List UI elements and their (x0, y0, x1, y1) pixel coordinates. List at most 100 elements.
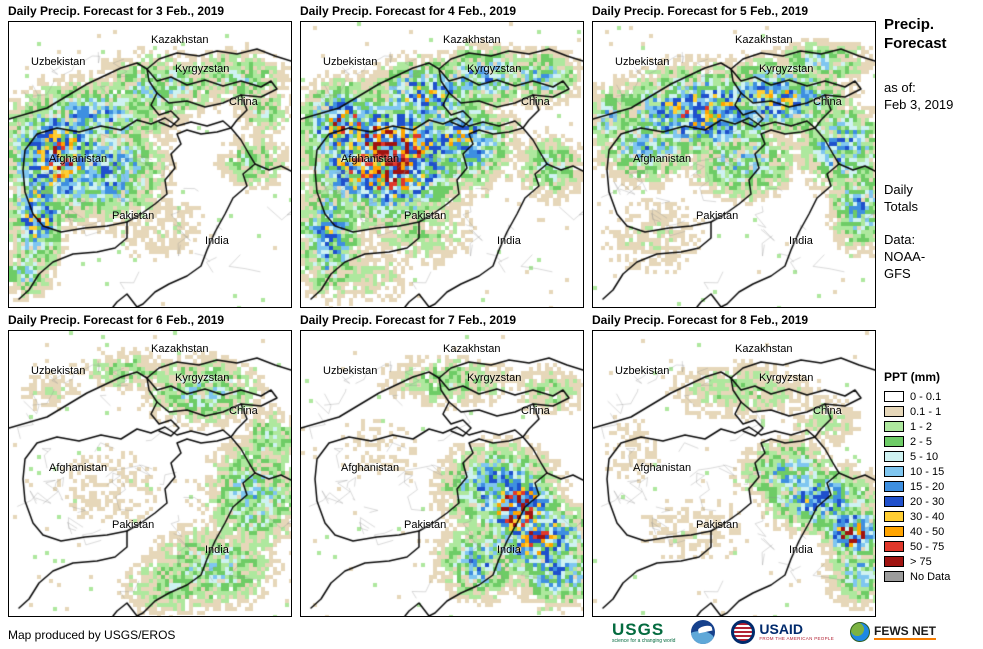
legend-swatch (884, 391, 904, 402)
forecast-panel-feb3: Daily Precip. Forecast for 3 Feb., 2019 … (8, 4, 292, 308)
precip-map-feb3: Kazakhstan Uzbekistan Kyrgyzstan China Afgha… (8, 21, 292, 308)
panel-title: Daily Precip. Forecast for 5 Feb., 2019 (592, 4, 809, 18)
country-label-uzbekistan: Uzbekistan (323, 56, 378, 68)
precip-raster (9, 22, 291, 307)
forecast-panel-feb5: Daily Precip. Forecast for 5 Feb., 2019 … (592, 4, 876, 308)
country-label-afghanistan: Afghanistan (49, 153, 108, 165)
precip-map-feb8: Kazakhstan Uzbekistan Kyrgyzstan China Afgha… (592, 330, 876, 617)
country-label-pakistan: Pakistan (696, 210, 739, 222)
country-label-uzbekistan: Uzbekistan (31, 365, 86, 377)
country-label-kyrgyzstan: Kyrgyzstan (175, 372, 230, 384)
country-label-pakistan: Pakistan (404, 210, 447, 222)
country-label-china: China (229, 96, 258, 108)
legend-title: PPT (mm) (884, 370, 941, 384)
country-label-india: India (205, 544, 229, 556)
fews-net-logo: FEWS NET (850, 622, 937, 642)
usgs-tagline: science for a changing world (612, 637, 676, 644)
country-label-china: China (521, 405, 550, 417)
precip-raster (9, 331, 291, 616)
legend-row: 40 - 50 (884, 525, 980, 538)
legend-swatch (884, 406, 904, 417)
legend-row: 5 - 10 (884, 451, 980, 463)
country-label-india: India (205, 235, 229, 247)
country-label-india: India (789, 235, 813, 247)
country-label-pakistan: Pakistan (112, 519, 155, 531)
country-label-pakistan: Pakistan (696, 519, 739, 531)
country-label-india: India (497, 235, 521, 247)
country-label-pakistan: Pakistan (112, 210, 155, 222)
precip-map-feb7: Kazakhstan Uzbekistan Kyrgyzstan China Afgha… (300, 330, 584, 617)
legend-label: 15 - 20 (910, 480, 945, 493)
country-label-uzbekistan: Uzbekistan (615, 56, 670, 68)
precip-raster (301, 331, 583, 616)
precip-map-feb5: Kazakhstan Uzbekistan Kyrgyzstan China Afgha… (592, 21, 876, 308)
country-label-kazakhstan: Kazakhstan (735, 34, 793, 46)
country-label-china: China (813, 96, 842, 108)
forecast-panel-feb4: Daily Precip. Forecast for 4 Feb., 2019 … (300, 4, 584, 308)
legend-swatch (884, 451, 904, 462)
legend-label: > 75 (910, 555, 932, 568)
map-credit: Map produced by USGS/EROS (8, 628, 176, 642)
legend-row: 0.1 - 1 (884, 406, 980, 418)
legend-label: 0 - 0.1 (910, 390, 942, 403)
sidebar-title: Precip. Forecast (884, 16, 947, 52)
legend-row: 2 - 5 (884, 435, 980, 448)
as-of-date: as of: Feb 3, 2019 (884, 80, 954, 112)
forecast-panel-feb7: Daily Precip. Forecast for 7 Feb., 2019 … (300, 313, 584, 617)
usaid-logo: USAID FROM THE AMERICAN PEOPLE (731, 620, 834, 644)
country-label-afghanistan: Afghanistan (633, 462, 692, 474)
legend-label: 50 - 75 (910, 540, 945, 553)
legend-row: 0 - 0.1 (884, 390, 980, 403)
footer-logos: USGS science for a changing world USAID … (612, 617, 937, 647)
usaid-wordmark: USAID (759, 621, 803, 638)
panel-title: Daily Precip. Forecast for 4 Feb., 2019 (300, 4, 517, 18)
legend-swatch (884, 541, 904, 552)
legend-swatch (884, 481, 904, 492)
legend-row: 30 - 40 (884, 510, 980, 523)
precip-raster (593, 22, 875, 307)
legend-row: 1 - 2 (884, 420, 980, 433)
country-label-china: China (229, 405, 258, 417)
country-label-india: India (497, 544, 521, 556)
country-label-afghanistan: Afghanistan (341, 153, 400, 165)
country-label-kazakhstan: Kazakhstan (443, 343, 501, 355)
sidebar: Precip. Forecast as of: Feb 3, 2019 Dail… (884, 0, 980, 649)
usaid-tagline: FROM THE AMERICAN PEOPLE (759, 636, 835, 642)
legend-label: 30 - 40 (910, 510, 945, 523)
country-label-china: China (521, 96, 550, 108)
country-label-pakistan: Pakistan (404, 519, 447, 531)
country-label-kyrgyzstan: Kyrgyzstan (759, 372, 814, 384)
legend-swatch (884, 571, 904, 582)
noaa-logo-icon (691, 620, 716, 644)
country-label-kazakhstan: Kazakhstan (735, 343, 793, 355)
country-label-afghanistan: Afghanistan (49, 462, 108, 474)
country-label-kazakhstan: Kazakhstan (443, 34, 501, 46)
legend-rows: 0 - 0.1 0.1 - 1 1 - 2 2 - 5 5 - 10 10 - 15 15 … (884, 390, 980, 583)
precip-map-feb6: Kazakhstan Uzbekistan Kyrgyzstan China Afgha… (8, 330, 292, 617)
legend-label: 40 - 50 (910, 525, 945, 538)
legend-row: 50 - 75 (884, 540, 980, 553)
country-label-afghanistan: Afghanistan (633, 153, 692, 165)
precip-raster (593, 331, 875, 616)
legend-row: No Data (884, 570, 980, 583)
legend-row: 20 - 30 (884, 496, 980, 508)
legend-swatch (884, 436, 904, 447)
forecast-panel-feb8: Daily Precip. Forecast for 8 Feb., 2019 … (592, 313, 876, 617)
panel-title: Daily Precip. Forecast for 7 Feb., 2019 (300, 313, 517, 327)
legend-swatch (884, 466, 904, 477)
fews-wordmark: FEWS NET (874, 624, 937, 641)
country-label-uzbekistan: Uzbekistan (323, 365, 378, 377)
legend-swatch (884, 556, 904, 567)
country-label-afghanistan: Afghanistan (341, 462, 400, 474)
country-label-kyrgyzstan: Kyrgyzstan (467, 372, 522, 384)
country-label-kyrgyzstan: Kyrgyzstan (175, 63, 230, 75)
legend-swatch (884, 526, 904, 537)
legend-label: 2 - 5 (910, 435, 933, 448)
legend-row: > 75 (884, 555, 980, 568)
legend-label: 1 - 2 (910, 420, 933, 433)
legend-label: No Data (910, 570, 951, 583)
country-label-kyrgyzstan: Kyrgyzstan (759, 63, 814, 75)
data-source-label: Data: NOAA- GFS (884, 232, 926, 281)
precip-raster (301, 22, 583, 307)
country-label-india: India (789, 544, 813, 556)
